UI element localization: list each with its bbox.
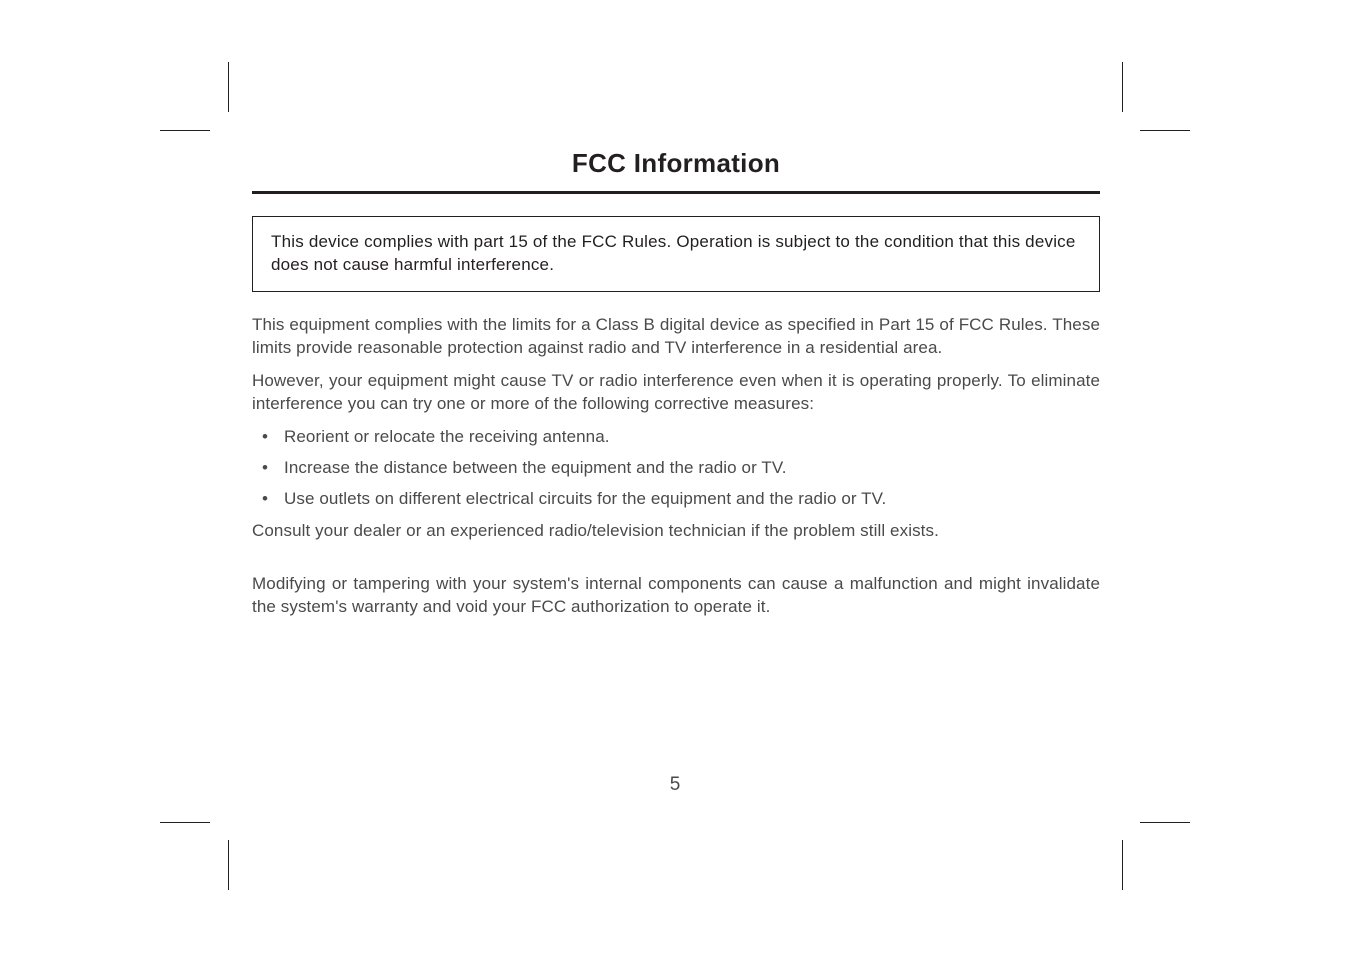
spacer bbox=[252, 553, 1100, 573]
crop-mark bbox=[228, 62, 229, 112]
crop-mark bbox=[1122, 840, 1123, 890]
bullet-item-1: Reorient or relocate the receiving anten… bbox=[252, 426, 1100, 449]
notice-box: This device complies with part 15 of the… bbox=[252, 216, 1100, 292]
title-underline bbox=[252, 191, 1100, 194]
crop-mark bbox=[1140, 130, 1190, 131]
paragraph-4: Modifying or tampering with your system'… bbox=[252, 573, 1100, 619]
crop-mark bbox=[160, 822, 210, 823]
notice-text: This device complies with part 15 of the… bbox=[271, 231, 1081, 277]
bullet-item-2: Increase the distance between the equipm… bbox=[252, 457, 1100, 480]
bullet-item-3: Use outlets on different electrical circ… bbox=[252, 488, 1100, 511]
bullet-list: Reorient or relocate the receiving anten… bbox=[252, 426, 1100, 511]
page-title: FCC Information bbox=[252, 148, 1100, 179]
page-number: 5 bbox=[0, 774, 1350, 796]
paragraph-3: Consult your dealer or an experienced ra… bbox=[252, 520, 1100, 543]
crop-mark bbox=[1140, 822, 1190, 823]
paragraph-2: However, your equipment might cause TV o… bbox=[252, 370, 1100, 416]
crop-mark bbox=[1122, 62, 1123, 112]
crop-mark bbox=[228, 840, 229, 890]
paragraph-1: This equipment complies with the limits … bbox=[252, 314, 1100, 360]
crop-mark bbox=[160, 130, 210, 131]
page-content: FCC Information This device complies wit… bbox=[252, 148, 1100, 629]
